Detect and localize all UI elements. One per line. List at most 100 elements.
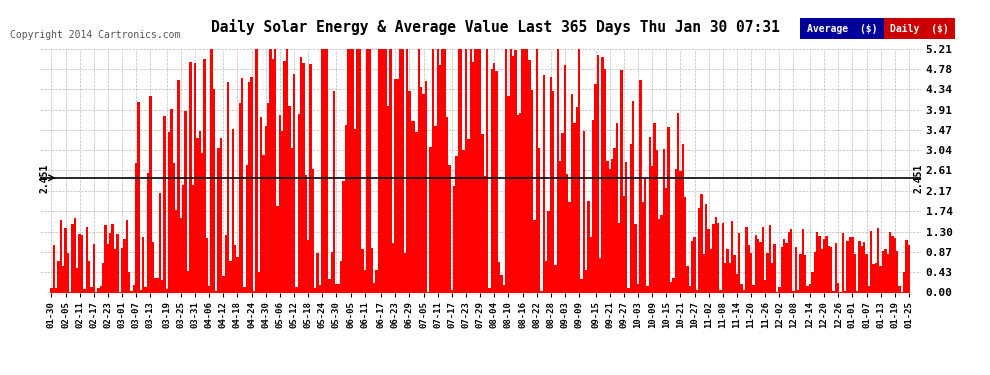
Bar [621, 70, 623, 292]
Bar [57, 261, 59, 292]
Bar [653, 123, 655, 292]
Bar [797, 290, 799, 292]
Bar [358, 49, 361, 292]
Bar [246, 165, 248, 292]
Bar [128, 272, 131, 292]
Bar [757, 238, 759, 292]
Bar [531, 90, 534, 292]
Text: Daily  ($): Daily ($) [890, 24, 949, 33]
Bar [894, 238, 896, 292]
Bar [818, 236, 821, 292]
Bar [606, 161, 609, 292]
Bar [397, 79, 399, 292]
Bar [182, 185, 184, 292]
Bar [609, 169, 611, 292]
Bar [387, 106, 389, 292]
Bar [52, 245, 54, 292]
Bar [295, 287, 298, 292]
Bar [211, 49, 213, 292]
Bar [879, 266, 882, 292]
Bar [853, 254, 856, 292]
Bar [227, 82, 230, 292]
Bar [867, 286, 870, 292]
Bar [814, 252, 816, 292]
Bar [271, 59, 274, 292]
Bar [583, 132, 585, 292]
Bar [701, 195, 703, 292]
Bar [354, 129, 356, 292]
Bar [172, 163, 175, 292]
Bar [462, 150, 465, 292]
Bar [302, 63, 305, 292]
Bar [896, 252, 898, 292]
Bar [906, 240, 908, 292]
Bar [248, 82, 250, 292]
Bar [816, 232, 818, 292]
Bar [401, 49, 404, 292]
Bar [50, 288, 52, 292]
Bar [232, 129, 234, 292]
Bar [408, 91, 411, 292]
Bar [331, 252, 333, 292]
Bar [889, 232, 891, 292]
Bar [660, 215, 662, 292]
Bar [300, 57, 302, 292]
Bar [170, 109, 172, 292]
Bar [269, 49, 271, 292]
Bar [307, 240, 309, 292]
Bar [828, 246, 830, 292]
Bar [252, 291, 255, 292]
Bar [366, 49, 368, 292]
Bar [761, 227, 764, 292]
Bar [722, 223, 724, 292]
Bar [693, 237, 696, 292]
Bar [208, 285, 211, 292]
Bar [644, 178, 646, 292]
Bar [823, 238, 826, 292]
Bar [788, 232, 790, 292]
Bar [833, 291, 835, 292]
Bar [135, 163, 138, 292]
Bar [780, 247, 783, 292]
Bar [196, 138, 199, 292]
Bar [286, 49, 288, 292]
Bar [628, 288, 630, 292]
Bar [218, 148, 220, 292]
Bar [846, 241, 848, 292]
Bar [165, 289, 168, 292]
Bar [870, 231, 872, 292]
Bar [283, 61, 286, 292]
Bar [747, 245, 749, 292]
Bar [321, 49, 324, 292]
Bar [191, 185, 194, 292]
Bar [580, 279, 583, 292]
Bar [361, 249, 363, 292]
Bar [259, 117, 262, 292]
Bar [279, 116, 281, 292]
Bar [145, 287, 147, 292]
Bar [448, 165, 450, 292]
Bar [203, 59, 206, 292]
Bar [312, 168, 314, 292]
Bar [423, 94, 425, 292]
Bar [571, 94, 573, 292]
Bar [807, 286, 809, 292]
Bar [625, 162, 628, 292]
Bar [785, 243, 788, 292]
Bar [587, 201, 590, 292]
Bar [886, 254, 889, 292]
Bar [618, 224, 621, 292]
Bar [199, 131, 201, 292]
Bar [792, 291, 795, 292]
Bar [104, 225, 107, 292]
Bar [717, 223, 720, 292]
Bar [444, 49, 446, 292]
Bar [745, 227, 747, 292]
Bar [213, 89, 215, 292]
Bar [394, 79, 397, 292]
Bar [123, 239, 126, 292]
Bar [241, 78, 244, 292]
Bar [59, 220, 62, 292]
Bar [712, 224, 715, 292]
Bar [681, 144, 684, 292]
